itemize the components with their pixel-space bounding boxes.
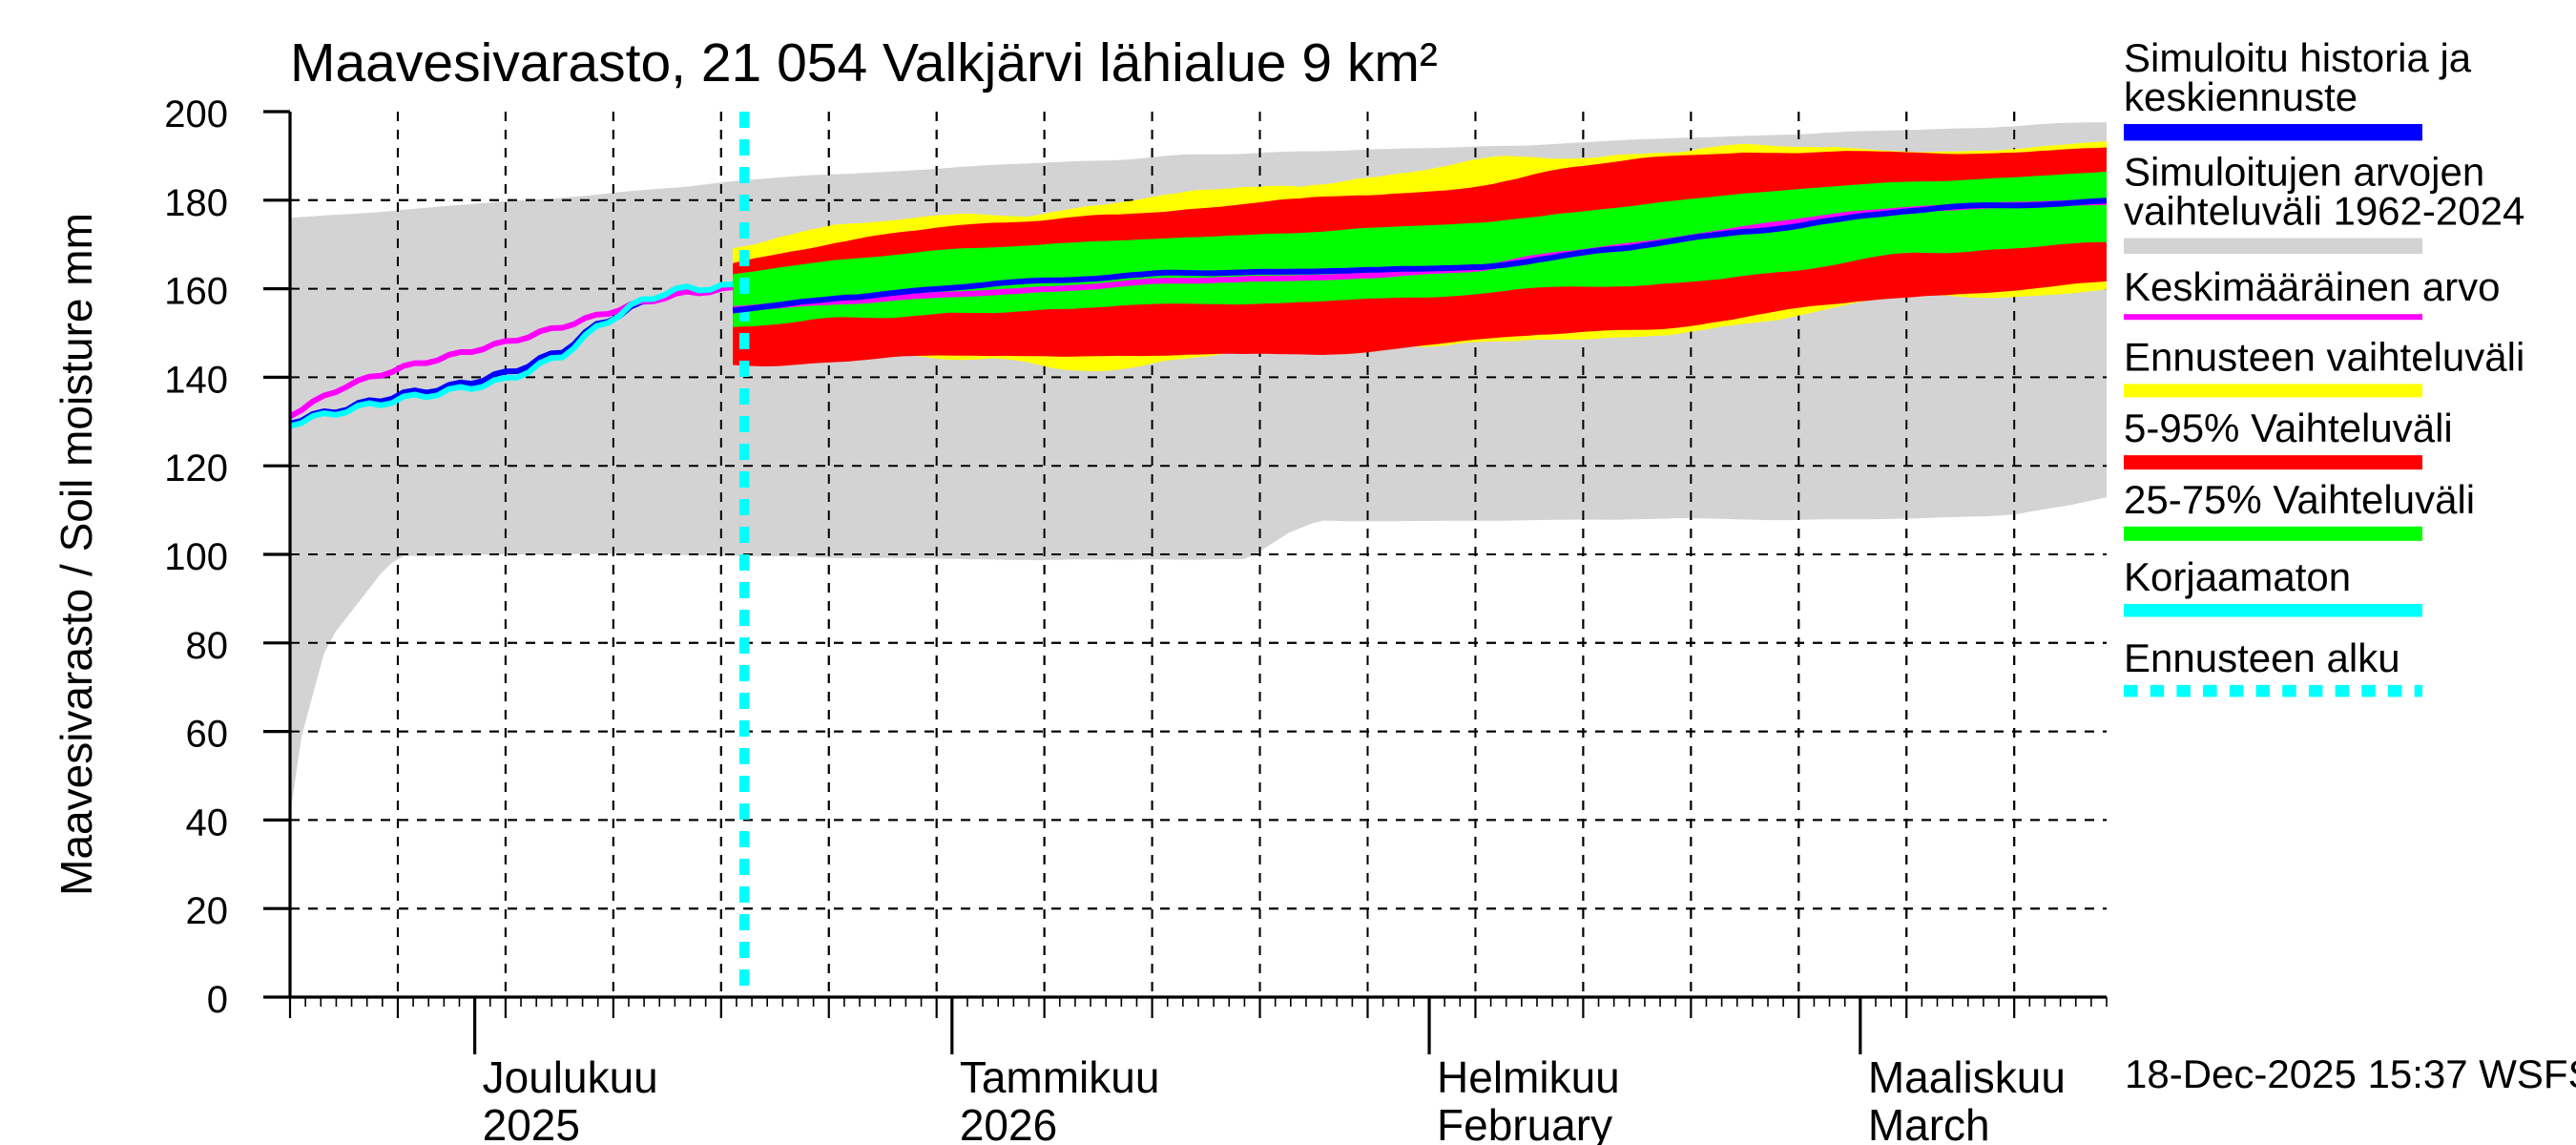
svg-text:25-75% Vaihteluväli: 25-75% Vaihteluväli	[2124, 477, 2475, 522]
svg-text:Korjaamaton: Korjaamaton	[2124, 554, 2351, 599]
svg-text:20: 20	[186, 890, 229, 932]
svg-text:5-95% Vaihteluväli: 5-95% Vaihteluväli	[2124, 406, 2453, 450]
svg-text:Keskimääräinen arvo: Keskimääräinen arvo	[2124, 264, 2501, 309]
svg-text:Maaliskuu: Maaliskuu	[1868, 1052, 2066, 1102]
svg-text:2025: 2025	[483, 1100, 580, 1145]
svg-text:120: 120	[164, 448, 228, 489]
svg-text:Joulukuu: Joulukuu	[483, 1052, 658, 1102]
svg-text:2026: 2026	[960, 1100, 1057, 1145]
svg-text:100: 100	[164, 536, 228, 578]
svg-text:Tammikuu: Tammikuu	[960, 1052, 1160, 1102]
svg-text:160: 160	[164, 271, 228, 313]
svg-text:March: March	[1868, 1100, 1990, 1145]
svg-text:Maavesivarasto, 21 054 Valkjär: Maavesivarasto, 21 054 Valkjärvi lähialu…	[290, 32, 1438, 94]
svg-text:200: 200	[164, 94, 228, 135]
svg-text:40: 40	[186, 802, 229, 843]
svg-text:vaihteluväli 1962-2024: vaihteluväli 1962-2024	[2124, 189, 2524, 234]
svg-text:140: 140	[164, 359, 228, 401]
svg-text:February: February	[1437, 1100, 1612, 1145]
svg-text:0: 0	[207, 979, 228, 1021]
svg-text:Simuloitujen arvojen: Simuloitujen arvojen	[2124, 150, 2484, 195]
svg-text:keskiennuste: keskiennuste	[2124, 74, 2358, 119]
svg-text:Maavesivarasto / Soil moisture: Maavesivarasto / Soil moisture mm	[52, 213, 101, 896]
svg-text:Simuloitu historia ja: Simuloitu historia ja	[2124, 35, 2472, 80]
svg-text:Ennusteen vaihteluväli: Ennusteen vaihteluväli	[2124, 334, 2524, 379]
svg-text:60: 60	[186, 714, 229, 756]
svg-text:80: 80	[186, 625, 229, 667]
svg-text:Ennusteen alku: Ennusteen alku	[2124, 635, 2400, 680]
svg-text:180: 180	[164, 182, 228, 224]
svg-text:Helmikuu: Helmikuu	[1437, 1052, 1620, 1102]
